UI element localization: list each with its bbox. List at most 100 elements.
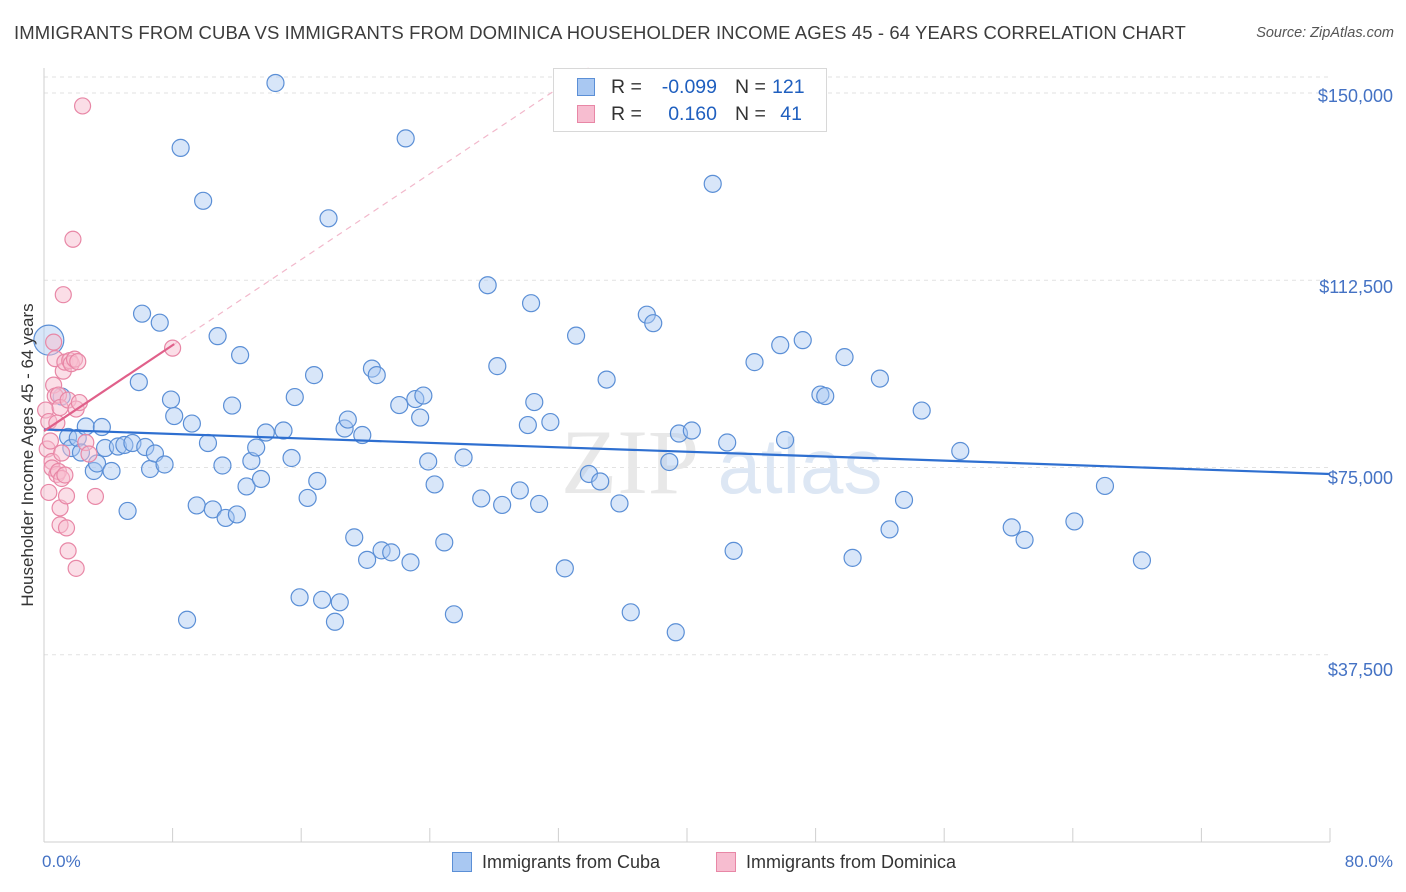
- cuba-point: [285, 387, 304, 407]
- cuba-point: [566, 326, 586, 345]
- cuba-point: [724, 541, 743, 560]
- x-tick-label-max: 80.0%: [1344, 852, 1393, 871]
- cuba-point: [102, 461, 121, 481]
- dominica-point: [59, 542, 77, 560]
- cuba-point: [816, 386, 835, 406]
- cuba-point: [454, 448, 473, 467]
- dominica-point: [164, 339, 182, 357]
- cuba-point: [231, 346, 250, 365]
- bottom-legend-dominica: Immigrants from Dominica: [716, 852, 956, 873]
- dominica-points: [37, 97, 182, 577]
- dominica-point: [69, 353, 87, 371]
- cuba-points: [33, 73, 1152, 642]
- dominica-point: [41, 432, 60, 450]
- cuba-point: [1132, 551, 1152, 570]
- cuba-point: [411, 408, 430, 427]
- dominica-point: [57, 519, 76, 537]
- cuba-trend-line: [43, 428, 1331, 476]
- cuba-point: [118, 501, 137, 521]
- cuba-point: [880, 520, 899, 539]
- cuba-point: [108, 437, 128, 456]
- bottom-legend-swatch-cuba: [452, 852, 472, 872]
- bottom-legend-cuba: Immigrants from Cuba: [452, 852, 660, 873]
- cuba-point: [177, 610, 197, 629]
- legend-r-value: 0.160: [668, 103, 717, 125]
- cuba-point: [530, 494, 549, 514]
- legend-n-value: 41: [780, 103, 802, 125]
- cuba-point: [472, 489, 491, 508]
- cuba-point: [382, 543, 401, 562]
- y-axis-label: Householder Income Ages 45 - 64 years: [18, 303, 37, 607]
- cuba-point: [610, 494, 629, 513]
- dominica-point: [53, 444, 71, 462]
- cuba-point: [171, 138, 190, 157]
- dominica-point: [73, 97, 92, 115]
- cuba-point: [325, 612, 345, 631]
- cuba-point: [203, 500, 222, 519]
- cuba-point: [92, 417, 111, 437]
- cuba-point: [208, 327, 227, 346]
- cuba-point: [597, 370, 616, 389]
- cuba-point: [155, 455, 174, 474]
- cuba-point: [591, 472, 610, 491]
- cuba-point: [478, 276, 497, 295]
- y-tick-label-37500: $37,500: [1327, 660, 1393, 680]
- cuba-point: [216, 508, 235, 528]
- cuba-point: [247, 438, 266, 457]
- cuba-point: [150, 313, 169, 332]
- cuba-point: [775, 430, 795, 450]
- cuba-point: [298, 488, 317, 508]
- cuba-point: [435, 533, 454, 552]
- bottom-legend-label-cuba: Immigrants from Cuba: [482, 852, 661, 872]
- y-tick-label-75000: $75,000: [1327, 468, 1393, 488]
- cuba-point: [444, 605, 464, 624]
- watermark-zip: ZIP: [561, 411, 699, 513]
- source-credit: Source: ZipAtlas.com: [1256, 25, 1394, 41]
- cuba-point: [425, 475, 444, 494]
- cuba-point: [488, 357, 507, 376]
- cuba-point: [401, 553, 420, 572]
- cuba-point: [843, 548, 862, 567]
- cuba-point: [951, 441, 970, 461]
- cuba-point: [266, 73, 285, 93]
- cuba-point: [136, 437, 155, 457]
- bottom-legend-label-dominica: Immigrants from Dominica: [746, 852, 957, 872]
- x-tick-label-min: 0.0%: [42, 852, 81, 871]
- dominica-point: [80, 445, 98, 463]
- watermark-atlas: atlas: [718, 422, 883, 510]
- cuba-point: [510, 481, 529, 500]
- cuba-point: [870, 369, 890, 388]
- cuba-point: [1095, 476, 1115, 496]
- watermark: ZIP atlas: [561, 411, 882, 513]
- cuba-point: [621, 603, 640, 622]
- cuba-point: [745, 353, 764, 372]
- cuba-point: [76, 417, 95, 436]
- cuba-point: [182, 414, 201, 433]
- cuba-point: [912, 401, 931, 420]
- legend-n-label: N =: [735, 76, 766, 98]
- cuba-point: [1002, 518, 1021, 537]
- chart-title: IMMIGRANTS FROM CUBA VS IMMIGRANTS FROM …: [14, 22, 1186, 43]
- legend-r-label: R =: [611, 103, 642, 125]
- dominica-point: [45, 333, 63, 351]
- cuba-point: [682, 421, 701, 440]
- cuba-point: [129, 372, 148, 392]
- cuba-point: [793, 331, 812, 350]
- cuba-point: [521, 294, 541, 313]
- cuba-point: [304, 366, 324, 385]
- cuba-point: [703, 174, 722, 193]
- cuba-point: [330, 593, 349, 612]
- legend-n-value: 121: [772, 76, 805, 98]
- cuba-point: [187, 496, 206, 515]
- cuba-point: [419, 452, 438, 471]
- cuba-point: [132, 304, 152, 323]
- cuba-point: [319, 209, 338, 228]
- cuba-point: [718, 433, 737, 452]
- cuba-point: [666, 623, 685, 642]
- cuba-point: [493, 495, 512, 515]
- cuba-point: [660, 452, 679, 472]
- cuba-point: [251, 469, 271, 489]
- dominica-trend-line: [43, 343, 175, 432]
- cuba-point: [274, 421, 293, 440]
- cuba-point: [390, 395, 409, 415]
